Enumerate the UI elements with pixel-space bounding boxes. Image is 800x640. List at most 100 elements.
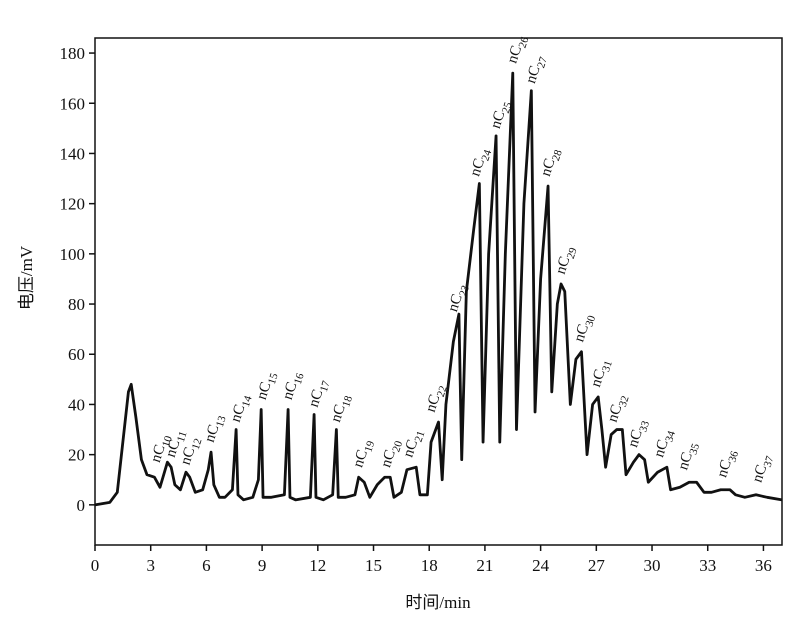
peak-label: nC22 [423, 382, 450, 415]
peak-label: nC27 [523, 53, 550, 86]
peak-label: nC11 [163, 428, 190, 461]
y-tick-label: 120 [60, 195, 86, 214]
peak-label-text: nC [423, 393, 444, 415]
peak-label: nC15 [254, 369, 281, 402]
peak-label-sub: 26 [517, 35, 532, 50]
peak-label: nC25 [488, 98, 515, 131]
peak-label: nC26 [505, 33, 532, 66]
peak-label: nC13 [202, 412, 229, 445]
y-tick-label: 20 [68, 446, 85, 465]
y-tick-label: 160 [60, 94, 86, 113]
peak-label-text: nC [378, 448, 399, 470]
y-tick-label: 140 [60, 144, 86, 163]
peak-label-text: nC [651, 438, 672, 460]
peak-label: nC23 [445, 281, 472, 314]
x-tick-label: 0 [91, 556, 100, 575]
peak-label-sub: 28 [550, 148, 565, 163]
x-tick-label: 15 [365, 556, 382, 575]
peak-label-text: nC [675, 450, 696, 472]
peak-label-sub: 13 [214, 414, 229, 429]
peak-label-text: nC [505, 44, 526, 66]
peak-label: nC32 [605, 392, 632, 425]
peak-label-sub: 35 [687, 442, 702, 457]
peak-label: nC18 [328, 392, 355, 425]
peak-label: nC29 [553, 244, 580, 277]
peak-label-sub: 19 [362, 439, 377, 454]
peak-label: nC31 [588, 357, 615, 390]
peak-label: nC34 [651, 427, 678, 460]
peak-label-sub: 21 [413, 430, 428, 444]
peak-label: nC17 [306, 377, 333, 410]
y-tick-label: 60 [68, 345, 85, 364]
peak-label-sub: 31 [600, 359, 615, 373]
x-tick-label: 18 [421, 556, 438, 575]
peak-label-text: nC [350, 448, 371, 470]
x-tick-label: 3 [146, 556, 155, 575]
peak-label: nC24 [467, 146, 494, 179]
peak-label-text: nC [605, 403, 626, 425]
peak-label-sub: 11 [175, 430, 190, 444]
y-tick-label: 0 [77, 496, 86, 515]
peak-label-text: nC [538, 157, 559, 179]
peak-label-sub: 16 [292, 371, 307, 386]
peak-label-sub: 24 [479, 148, 494, 163]
x-tick-label: 27 [588, 556, 606, 575]
peak-label: nC37 [750, 452, 777, 485]
peak-label-text: nC [401, 438, 422, 460]
x-tick-label: 24 [532, 556, 550, 575]
peak-label-text: nC [228, 403, 249, 425]
x-tick-label: 36 [755, 556, 772, 575]
peak-label-text: nC [553, 255, 574, 277]
peak-label-sub: 25 [500, 100, 515, 115]
peak-label-sub: 36 [726, 449, 741, 464]
peak-label-sub: 23 [457, 283, 472, 298]
peak-label: nC19 [350, 437, 377, 470]
peak-label-text: nC [148, 443, 169, 465]
peak-label-text: nC [714, 458, 735, 480]
y-axis-label: 电压/mV [17, 245, 36, 310]
peak-label-text: nC [571, 322, 592, 344]
peak-label-text: nC [625, 428, 646, 450]
peak-label-sub: 33 [637, 419, 652, 434]
peak-label-sub: 18 [340, 394, 355, 409]
x-tick-label: 33 [699, 556, 716, 575]
peak-label-sub: 29 [565, 246, 580, 261]
peak-label-text: nC [202, 423, 223, 445]
y-tick-label: 40 [68, 395, 85, 414]
peak-label: nC10 [148, 432, 175, 465]
x-tick-label: 30 [644, 556, 661, 575]
peak-label-text: nC [750, 463, 771, 485]
peak-label-sub: 20 [390, 439, 405, 454]
trace-line [94, 71, 783, 507]
peak-label: nC21 [401, 427, 428, 460]
peak-label-sub: 37 [762, 454, 777, 469]
peak-label-sub: 30 [583, 314, 598, 329]
peak-label-text: nC [254, 380, 275, 402]
peak-label-text: nC [523, 64, 544, 86]
peak-label-text: nC [445, 292, 466, 314]
peak-label-sub: 14 [240, 394, 255, 409]
x-tick-label: 21 [476, 556, 493, 575]
peak-label-text: nC [163, 438, 184, 460]
peak-label-text: nC [306, 388, 327, 410]
peak-label-sub: 10 [160, 434, 175, 449]
peak-label: nC36 [714, 447, 741, 480]
peak-label: nC30 [571, 311, 598, 344]
peak-label-sub: 22 [435, 384, 450, 398]
peak-label: nC20 [378, 437, 405, 470]
peak-label-text: nC [178, 445, 199, 467]
peak-label-sub: 17 [318, 379, 333, 394]
peak-label-text: nC [467, 157, 488, 179]
peak-label-text: nC [328, 403, 349, 425]
peak-label-text: nC [488, 109, 509, 131]
peak-label-sub: 27 [535, 55, 550, 70]
x-axis-label: 时间/min [405, 593, 471, 612]
x-tick-label: 6 [202, 556, 211, 575]
peak-label: nC28 [538, 146, 565, 179]
peak-label-text: nC [280, 380, 301, 402]
peak-label: nC33 [625, 417, 652, 450]
peak-label-sub: 15 [266, 371, 281, 386]
y-tick-label: 180 [60, 44, 86, 63]
peak-label-sub: 12 [190, 437, 205, 451]
peak-label: nC14 [228, 392, 255, 425]
